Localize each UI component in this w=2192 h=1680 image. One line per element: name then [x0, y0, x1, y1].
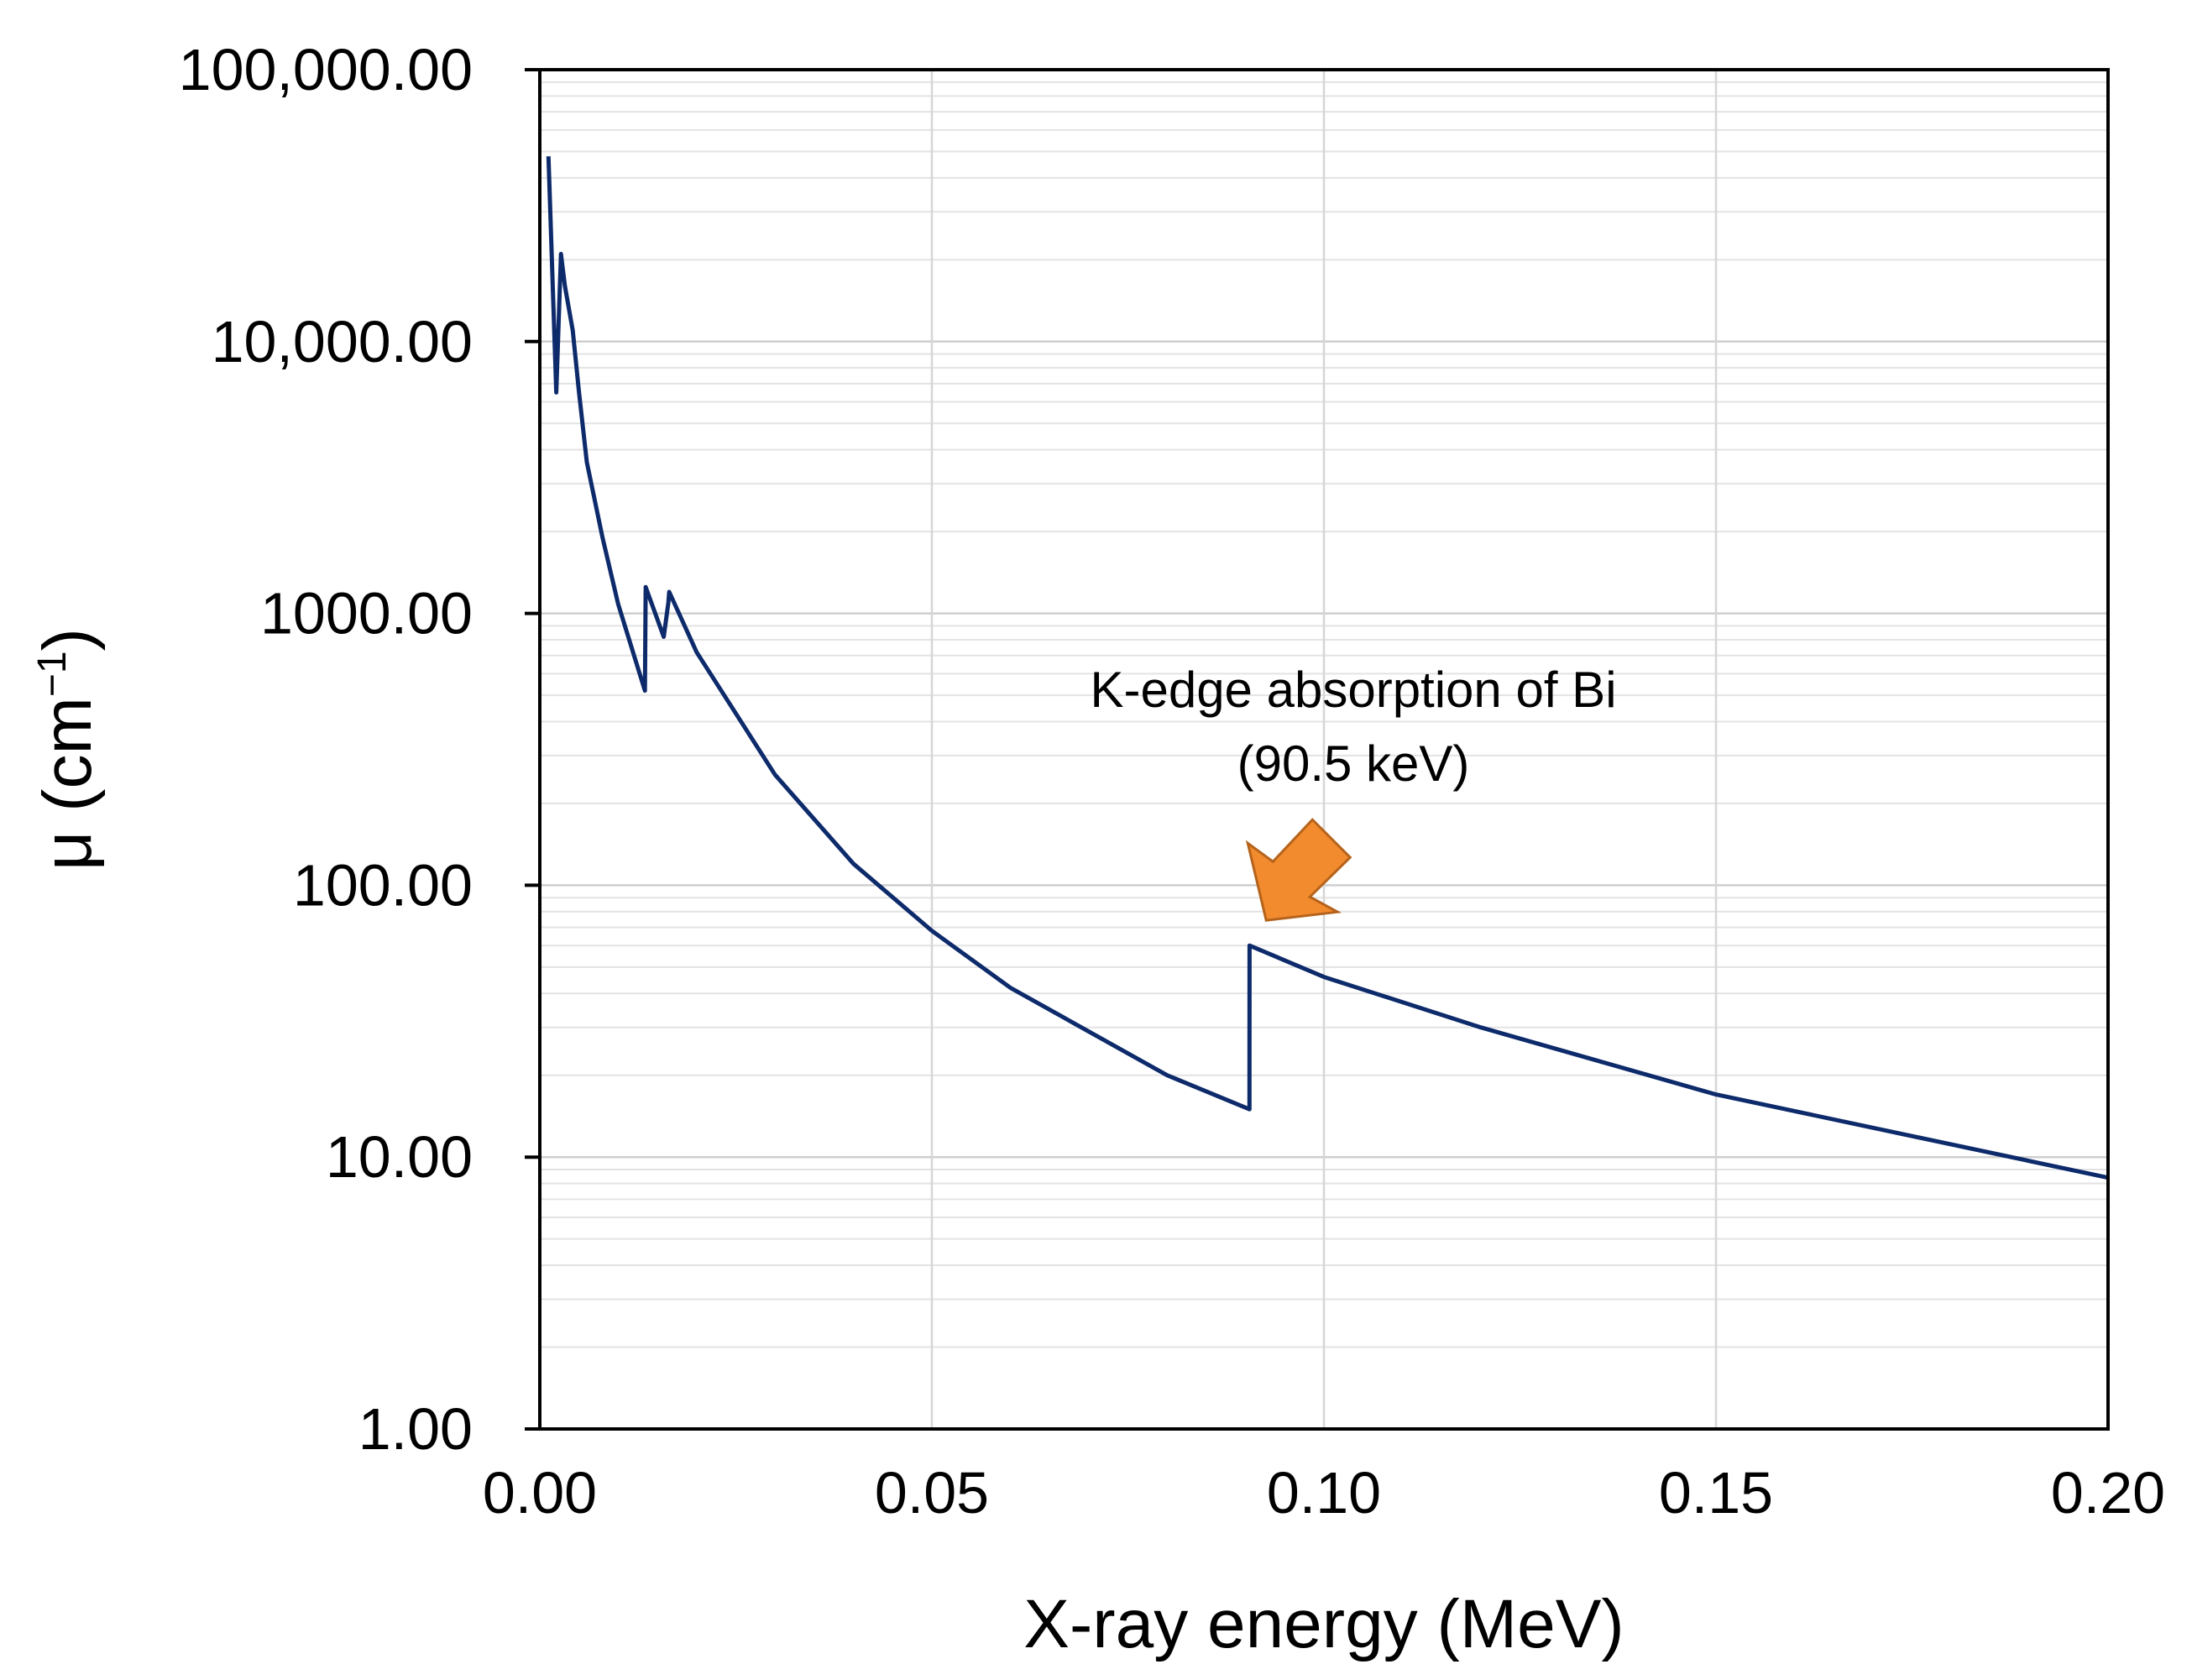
- y-axis-title-sup: −1: [30, 651, 75, 697]
- y-tick-label: 1.00: [358, 1396, 473, 1462]
- x-axis-title: X-ray energy (MeV): [1023, 1586, 1624, 1662]
- plot-frame: [538, 68, 2110, 1431]
- annotation-layer: K-edge absorption of Bi (90.5 keV): [1090, 662, 1617, 922]
- x-tick-label: 0.10: [1267, 1460, 1381, 1526]
- annotation-line-1: K-edge absorption of Bi: [1090, 662, 1616, 718]
- series-line-bi: [546, 156, 2109, 1180]
- tick-layer: 0.00 0.05 0.10 0.15 0.20 1.00 10.00 100.00 1000.…: [179, 37, 2165, 1526]
- y-axis-title-base: μ (cm: [29, 697, 106, 871]
- y-tick-label: 10,000.00: [212, 309, 473, 374]
- y-tick-label: 10.00: [326, 1124, 473, 1190]
- y-axis-title: μ (cm−1): [29, 628, 106, 871]
- series-layer: [546, 156, 2109, 1180]
- x-tick-label: 0.15: [1659, 1460, 1773, 1526]
- y-axis-title-close: ): [29, 628, 106, 651]
- k-edge-arrow: [1245, 818, 1352, 922]
- x-tick-label: 0.20: [2051, 1460, 2165, 1526]
- y-tick-label: 100.00: [293, 852, 473, 918]
- x-tick-label: 0.00: [483, 1460, 597, 1526]
- y-tick-label: 100,000.00: [179, 37, 473, 102]
- x-tick-label: 0.05: [875, 1460, 989, 1526]
- y-tick-label: 1000.00: [260, 581, 473, 646]
- annotation-line-2: (90.5 keV): [1237, 735, 1470, 792]
